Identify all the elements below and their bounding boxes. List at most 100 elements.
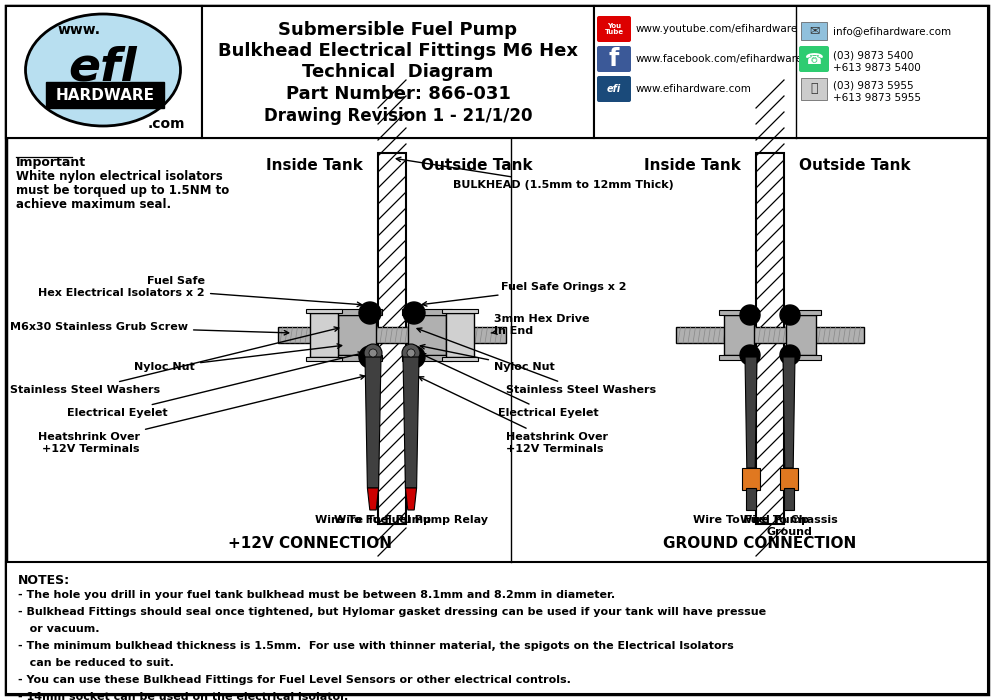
Text: (03) 9873 5955: (03) 9873 5955 [833, 81, 913, 91]
Bar [442, 357, 478, 361]
Polygon shape [403, 357, 419, 488]
Bar [784, 488, 794, 510]
Text: Inside Tank: Inside Tank [644, 158, 741, 174]
Bar [306, 357, 342, 361]
Text: +613 9873 5955: +613 9873 5955 [833, 93, 921, 103]
Text: achieve maximum seal.: achieve maximum seal. [16, 198, 171, 211]
Text: Important: Important [16, 156, 86, 169]
Circle shape [403, 302, 425, 324]
Text: HARDWARE: HARDWARE [56, 88, 154, 102]
FancyBboxPatch shape [799, 46, 829, 72]
Text: Wire To Chassis
Ground: Wire To Chassis Ground [741, 515, 838, 537]
Bar [402, 355, 452, 361]
Bar [46, 82, 164, 108]
Bar [719, 310, 759, 315]
Text: Fuel Safe
Hex Electrical Isolators x 2: Fuel Safe Hex Electrical Isolators x 2 [39, 276, 362, 307]
Polygon shape [783, 357, 795, 468]
Text: f: f [608, 47, 619, 71]
Text: ☎: ☎ [804, 52, 823, 66]
Text: +613 9873 5400: +613 9873 5400 [833, 63, 920, 73]
Bar [781, 310, 821, 315]
Text: Heatshrink Over
+12V Terminals: Heatshrink Over +12V Terminals [38, 375, 365, 454]
Text: Wire To Fuel Pump Relay: Wire To Fuel Pump Relay [334, 515, 488, 525]
Text: M6x30 Stainless Grub Screw: M6x30 Stainless Grub Screw [10, 322, 288, 335]
Text: ✉: ✉ [809, 25, 819, 38]
Circle shape [359, 302, 381, 324]
Text: can be reduced to suit.: can be reduced to suit. [18, 658, 174, 668]
Text: Fuel Safe Orings x 2: Fuel Safe Orings x 2 [422, 282, 626, 306]
Bar [338, 315, 376, 355]
Bar [724, 315, 754, 355]
Bar [202, 6, 594, 138]
Ellipse shape [26, 14, 181, 126]
Text: www.efihardware.com: www.efihardware.com [636, 84, 751, 94]
Text: - Bulkhead Fittings should seal once tightened, but Hylomar gasket dressing can : - Bulkhead Fittings should seal once tig… [18, 607, 766, 617]
Bar [801, 78, 827, 100]
Circle shape [740, 345, 760, 365]
Text: Stainless Steel Washers: Stainless Steel Washers [417, 328, 656, 395]
Polygon shape [745, 357, 757, 468]
Bar [378, 153, 406, 524]
Text: You
Tube: You Tube [604, 22, 623, 36]
Text: 🖷: 🖷 [810, 83, 818, 95]
Text: - The hole you drill in your fuel tank bulkhead must be between 8.1mm and 8.2mm : - The hole you drill in your fuel tank b… [18, 590, 615, 600]
Polygon shape [406, 488, 416, 510]
Bar [306, 309, 342, 313]
Bar [6, 562, 988, 694]
Text: Technical  Diagram: Technical Diagram [302, 63, 494, 81]
Bar [719, 355, 759, 360]
Circle shape [359, 346, 381, 368]
Bar [594, 6, 988, 138]
Text: White nylon electrical isolators: White nylon electrical isolators [16, 170, 223, 183]
Polygon shape [365, 357, 381, 488]
Bar [442, 309, 478, 313]
Bar [408, 315, 446, 355]
Text: Wire To Fuel Pump: Wire To Fuel Pump [315, 515, 431, 525]
Text: GROUND CONNECTION: GROUND CONNECTION [663, 536, 857, 552]
Text: 3mm Hex Drive
In End: 3mm Hex Drive In End [491, 314, 589, 336]
Bar [402, 309, 452, 315]
Bar [6, 6, 202, 138]
Text: - 14mm socket can be used on the electrical isolator.: - 14mm socket can be used on the electri… [18, 692, 348, 700]
Text: Nyloc Nut: Nyloc Nut [420, 344, 555, 372]
Bar [780, 468, 798, 490]
Text: must be torqued up to 1.5NM to: must be torqued up to 1.5NM to [16, 184, 230, 197]
Bar [781, 355, 821, 360]
Bar [676, 327, 864, 343]
Text: efl: efl [69, 46, 137, 90]
Text: Outside Tank: Outside Tank [799, 158, 911, 174]
Circle shape [369, 349, 377, 357]
Text: Inside Tank: Inside Tank [266, 158, 363, 174]
Text: BULKHEAD (1.5mm to 12mm Thick): BULKHEAD (1.5mm to 12mm Thick) [397, 158, 674, 190]
Bar [278, 327, 506, 343]
Bar [746, 488, 756, 510]
Bar [742, 468, 760, 490]
Circle shape [780, 345, 800, 365]
Text: .com: .com [148, 117, 186, 131]
Bar [786, 315, 816, 355]
Text: www.facebook.com/efihardware: www.facebook.com/efihardware [636, 54, 803, 64]
Text: or vacuum.: or vacuum. [18, 624, 99, 634]
Circle shape [364, 344, 382, 362]
Text: (03) 9873 5400: (03) 9873 5400 [833, 51, 913, 61]
Bar [6, 6, 988, 138]
Bar [310, 313, 338, 357]
Polygon shape [368, 488, 379, 510]
FancyBboxPatch shape [597, 46, 631, 72]
Text: Electrical Eyelet: Electrical Eyelet [420, 354, 598, 418]
Text: Outside Tank: Outside Tank [421, 158, 533, 174]
Text: Bulkhead Electrical Fittings M6 Hex: Bulkhead Electrical Fittings M6 Hex [218, 42, 578, 60]
Bar [801, 22, 827, 40]
Text: info@efihardware.com: info@efihardware.com [833, 26, 951, 36]
Circle shape [780, 305, 800, 325]
Text: Drawing Revision 1 - 21/1/20: Drawing Revision 1 - 21/1/20 [263, 107, 532, 125]
Circle shape [403, 346, 425, 368]
Text: - The minimum bulkhead thickness is 1.5mm.  For use with thinner material, the s: - The minimum bulkhead thickness is 1.5m… [18, 641, 734, 651]
Text: efi: efi [607, 84, 621, 94]
Text: Electrical Eyelet: Electrical Eyelet [68, 352, 363, 418]
Text: NOTES:: NOTES: [18, 574, 71, 587]
Text: Wire To Fuel Pump: Wire To Fuel Pump [693, 515, 809, 525]
Circle shape [407, 349, 415, 357]
Text: +12V CONNECTION: +12V CONNECTION [228, 536, 392, 552]
Text: Nyloc Nut: Nyloc Nut [134, 344, 342, 372]
